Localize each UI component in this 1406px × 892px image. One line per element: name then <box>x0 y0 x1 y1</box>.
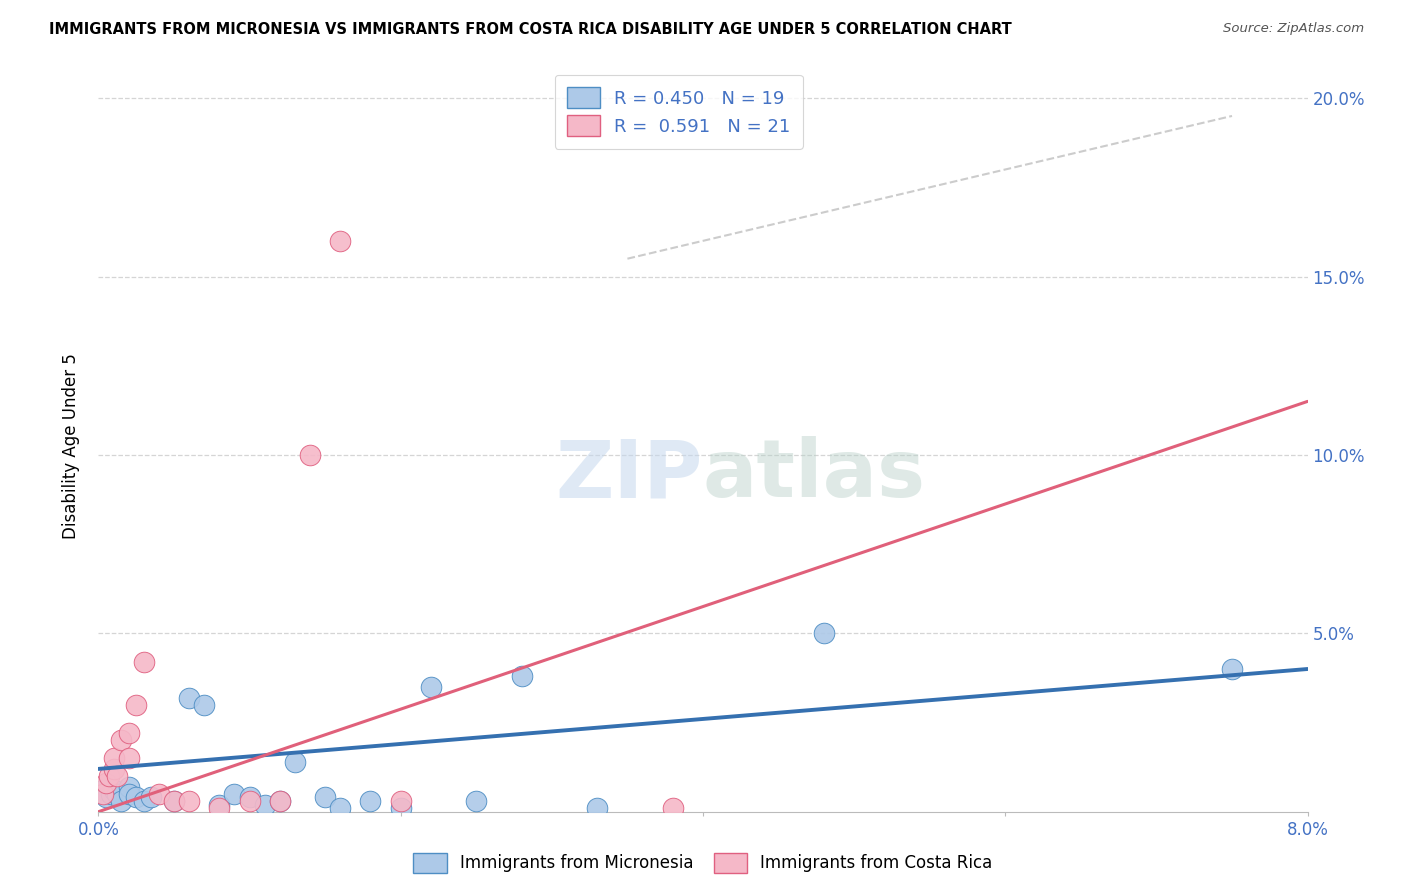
Point <box>91 783 114 797</box>
Text: ZIP: ZIP <box>555 436 703 515</box>
Point <box>141 790 163 805</box>
Point <box>98 769 121 783</box>
Point <box>100 787 122 801</box>
Point <box>105 769 128 783</box>
Point <box>389 801 412 815</box>
Point <box>360 794 382 808</box>
Point <box>118 726 141 740</box>
Point <box>420 680 443 694</box>
Point <box>163 794 186 808</box>
Point <box>510 669 533 683</box>
Point <box>239 794 262 808</box>
Point <box>284 755 307 769</box>
Point <box>813 626 835 640</box>
Point <box>125 698 148 712</box>
Point <box>125 790 148 805</box>
Text: atlas: atlas <box>703 436 927 515</box>
Point <box>193 698 215 712</box>
Point <box>224 787 246 801</box>
Point <box>314 790 336 805</box>
Point <box>329 801 352 815</box>
Legend: Immigrants from Micronesia, Immigrants from Costa Rica: Immigrants from Micronesia, Immigrants f… <box>406 847 1000 880</box>
Point <box>179 794 201 808</box>
Y-axis label: Disability Age Under 5: Disability Age Under 5 <box>62 353 80 539</box>
Text: IMMIGRANTS FROM MICRONESIA VS IMMIGRANTS FROM COSTA RICA DISABILITY AGE UNDER 5 : IMMIGRANTS FROM MICRONESIA VS IMMIGRANTS… <box>49 22 1012 37</box>
Legend: R = 0.450   N = 19, R =  0.591   N = 21: R = 0.450 N = 19, R = 0.591 N = 21 <box>554 75 803 149</box>
Point <box>103 783 125 797</box>
Point <box>239 790 262 805</box>
Point <box>179 690 201 705</box>
Point <box>208 801 231 815</box>
Point <box>118 751 141 765</box>
Point <box>103 762 125 776</box>
Point <box>299 448 322 462</box>
Point <box>110 794 132 808</box>
Point <box>91 787 114 801</box>
Point <box>465 794 488 808</box>
Point <box>269 794 291 808</box>
Point <box>586 801 609 815</box>
Point <box>132 655 155 669</box>
Point <box>329 234 352 248</box>
Point <box>110 733 132 747</box>
Point <box>94 776 117 790</box>
Point <box>103 751 125 765</box>
Point <box>148 787 170 801</box>
Point <box>132 794 155 808</box>
Point <box>208 797 231 812</box>
Point <box>1220 662 1243 676</box>
Text: Source: ZipAtlas.com: Source: ZipAtlas.com <box>1223 22 1364 36</box>
Point <box>253 797 276 812</box>
Point <box>389 794 412 808</box>
Point <box>118 787 141 801</box>
Point <box>269 794 291 808</box>
Point <box>661 801 683 815</box>
Point <box>118 780 141 794</box>
Point <box>105 787 128 801</box>
Point <box>163 794 186 808</box>
Point <box>94 790 117 805</box>
